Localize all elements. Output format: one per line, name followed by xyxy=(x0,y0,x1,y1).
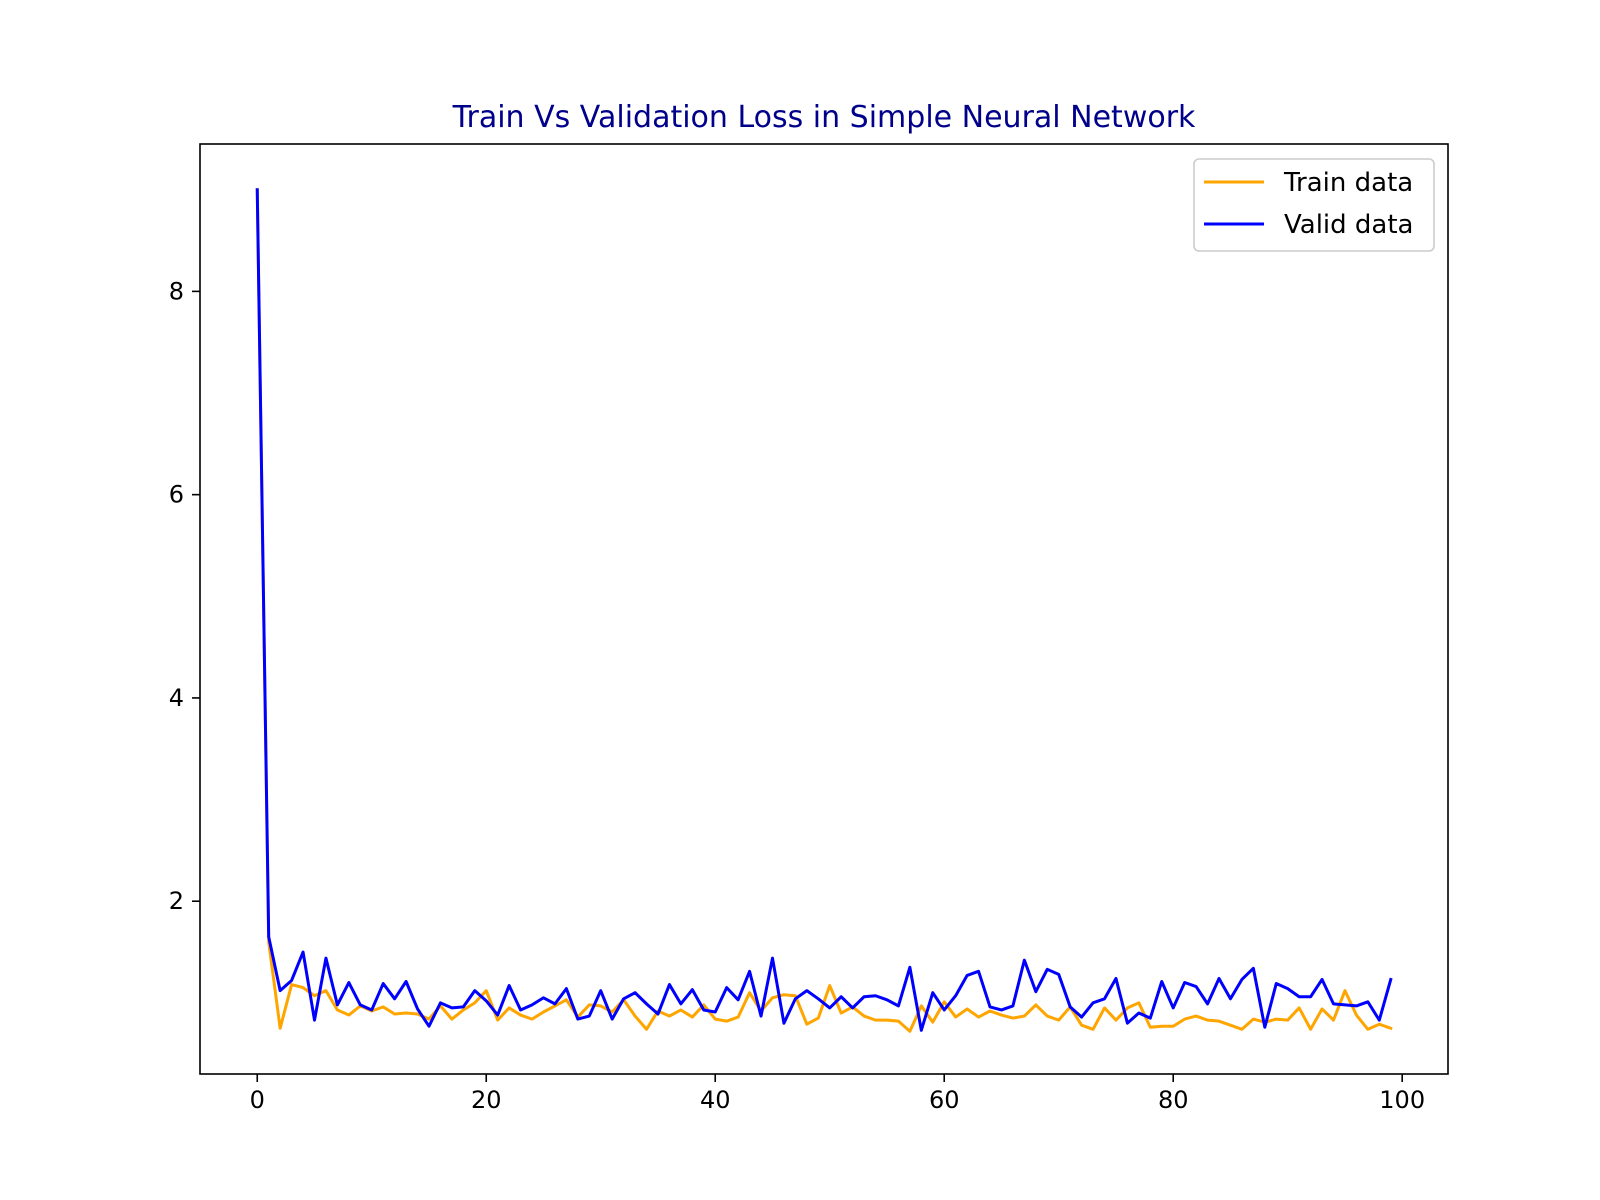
y-tick-label: 4 xyxy=(169,684,184,712)
y-tick-label: 6 xyxy=(169,481,184,509)
x-tick-label: 100 xyxy=(1379,1086,1425,1114)
valid-data-line xyxy=(255,188,1393,1032)
legend-label-train: Train data xyxy=(1283,168,1413,198)
legend: Train data Valid data xyxy=(1193,158,1435,252)
x-tick-label: 20 xyxy=(471,1086,502,1114)
y-axis-ticks: 2 4 6 8 xyxy=(169,277,200,915)
x-tick-label: 80 xyxy=(1158,1086,1189,1114)
x-tick-label: 0 xyxy=(250,1086,265,1114)
y-tick-label: 2 xyxy=(169,887,184,915)
chart-title: Train Vs Validation Loss in Simple Neura… xyxy=(452,100,1196,135)
plot-area-frame xyxy=(199,143,1449,1075)
x-tick-label: 60 xyxy=(929,1086,960,1114)
y-tick-label: 8 xyxy=(169,277,184,305)
x-tick-label: 40 xyxy=(700,1086,731,1114)
x-axis-ticks: 0 20 40 60 80 100 xyxy=(250,1074,1425,1114)
legend-label-valid: Valid data xyxy=(1284,210,1413,240)
series-layer xyxy=(255,188,1393,1033)
